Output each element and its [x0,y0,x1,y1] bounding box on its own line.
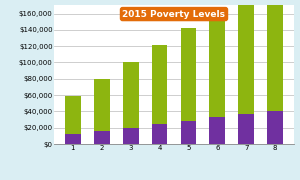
Bar [94,79,110,131]
Bar [267,0,283,111]
Bar [94,131,110,144]
Bar [209,117,225,144]
Bar [123,62,139,128]
Bar [238,0,254,114]
Bar [267,111,283,144]
Bar [65,134,81,144]
Bar [238,114,254,144]
Bar [65,96,81,134]
Text: 2015 Poverty Levels: 2015 Poverty Levels [122,10,226,19]
Bar [152,45,167,124]
Bar [123,128,139,144]
Bar [181,28,196,121]
Bar [181,121,196,144]
Bar [209,11,225,117]
Bar [152,124,167,144]
